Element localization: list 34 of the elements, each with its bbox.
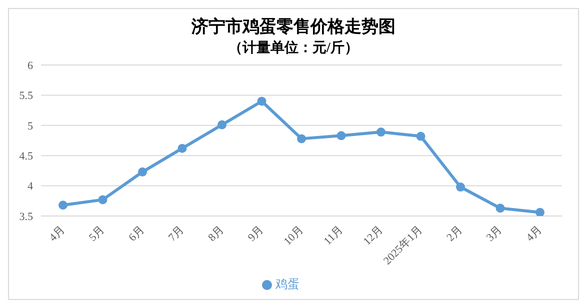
y-tick-label: 4.5 bbox=[19, 150, 34, 163]
chart-subtitle: （计量单位：元/斤） bbox=[228, 39, 360, 57]
y-tick-label: 5.5 bbox=[19, 90, 34, 102]
x-tick-label: 7月 bbox=[166, 224, 186, 244]
chart-title: 济宁市鸡蛋零售价格走势图 bbox=[190, 16, 396, 38]
x-tick-label: 3月 bbox=[484, 224, 504, 244]
point bbox=[178, 144, 187, 153]
x-tick-label: 6月 bbox=[126, 224, 147, 244]
x-tick-label: 4月 bbox=[47, 224, 68, 244]
point bbox=[218, 120, 226, 130]
point bbox=[98, 195, 108, 204]
point bbox=[257, 96, 266, 106]
point bbox=[297, 134, 306, 144]
point bbox=[536, 208, 544, 216]
x-tick-label: 11月 bbox=[322, 224, 346, 248]
y-tick-label: 6 bbox=[28, 60, 34, 72]
point bbox=[376, 128, 386, 137]
x-tick-label: 9月 bbox=[246, 224, 266, 244]
point bbox=[138, 167, 147, 176]
x-tick-label: 12月 bbox=[361, 224, 386, 248]
x-tick-label: 2月 bbox=[444, 224, 465, 244]
y-tick-label: 4 bbox=[28, 180, 34, 193]
point bbox=[58, 200, 68, 210]
x-tick-label: 8月 bbox=[206, 224, 226, 244]
point bbox=[496, 204, 505, 213]
x-tick-label: 10月 bbox=[282, 224, 306, 248]
x-tick-label: 5月 bbox=[86, 224, 107, 244]
x-tick-label: 4月 bbox=[524, 224, 544, 244]
point bbox=[336, 131, 346, 140]
y-tick-label: 5 bbox=[28, 120, 34, 132]
point bbox=[456, 182, 465, 192]
y-tick-label: 3.5 bbox=[19, 210, 34, 223]
legend-label: 鸡蛋 bbox=[276, 277, 300, 291]
point bbox=[416, 132, 426, 141]
